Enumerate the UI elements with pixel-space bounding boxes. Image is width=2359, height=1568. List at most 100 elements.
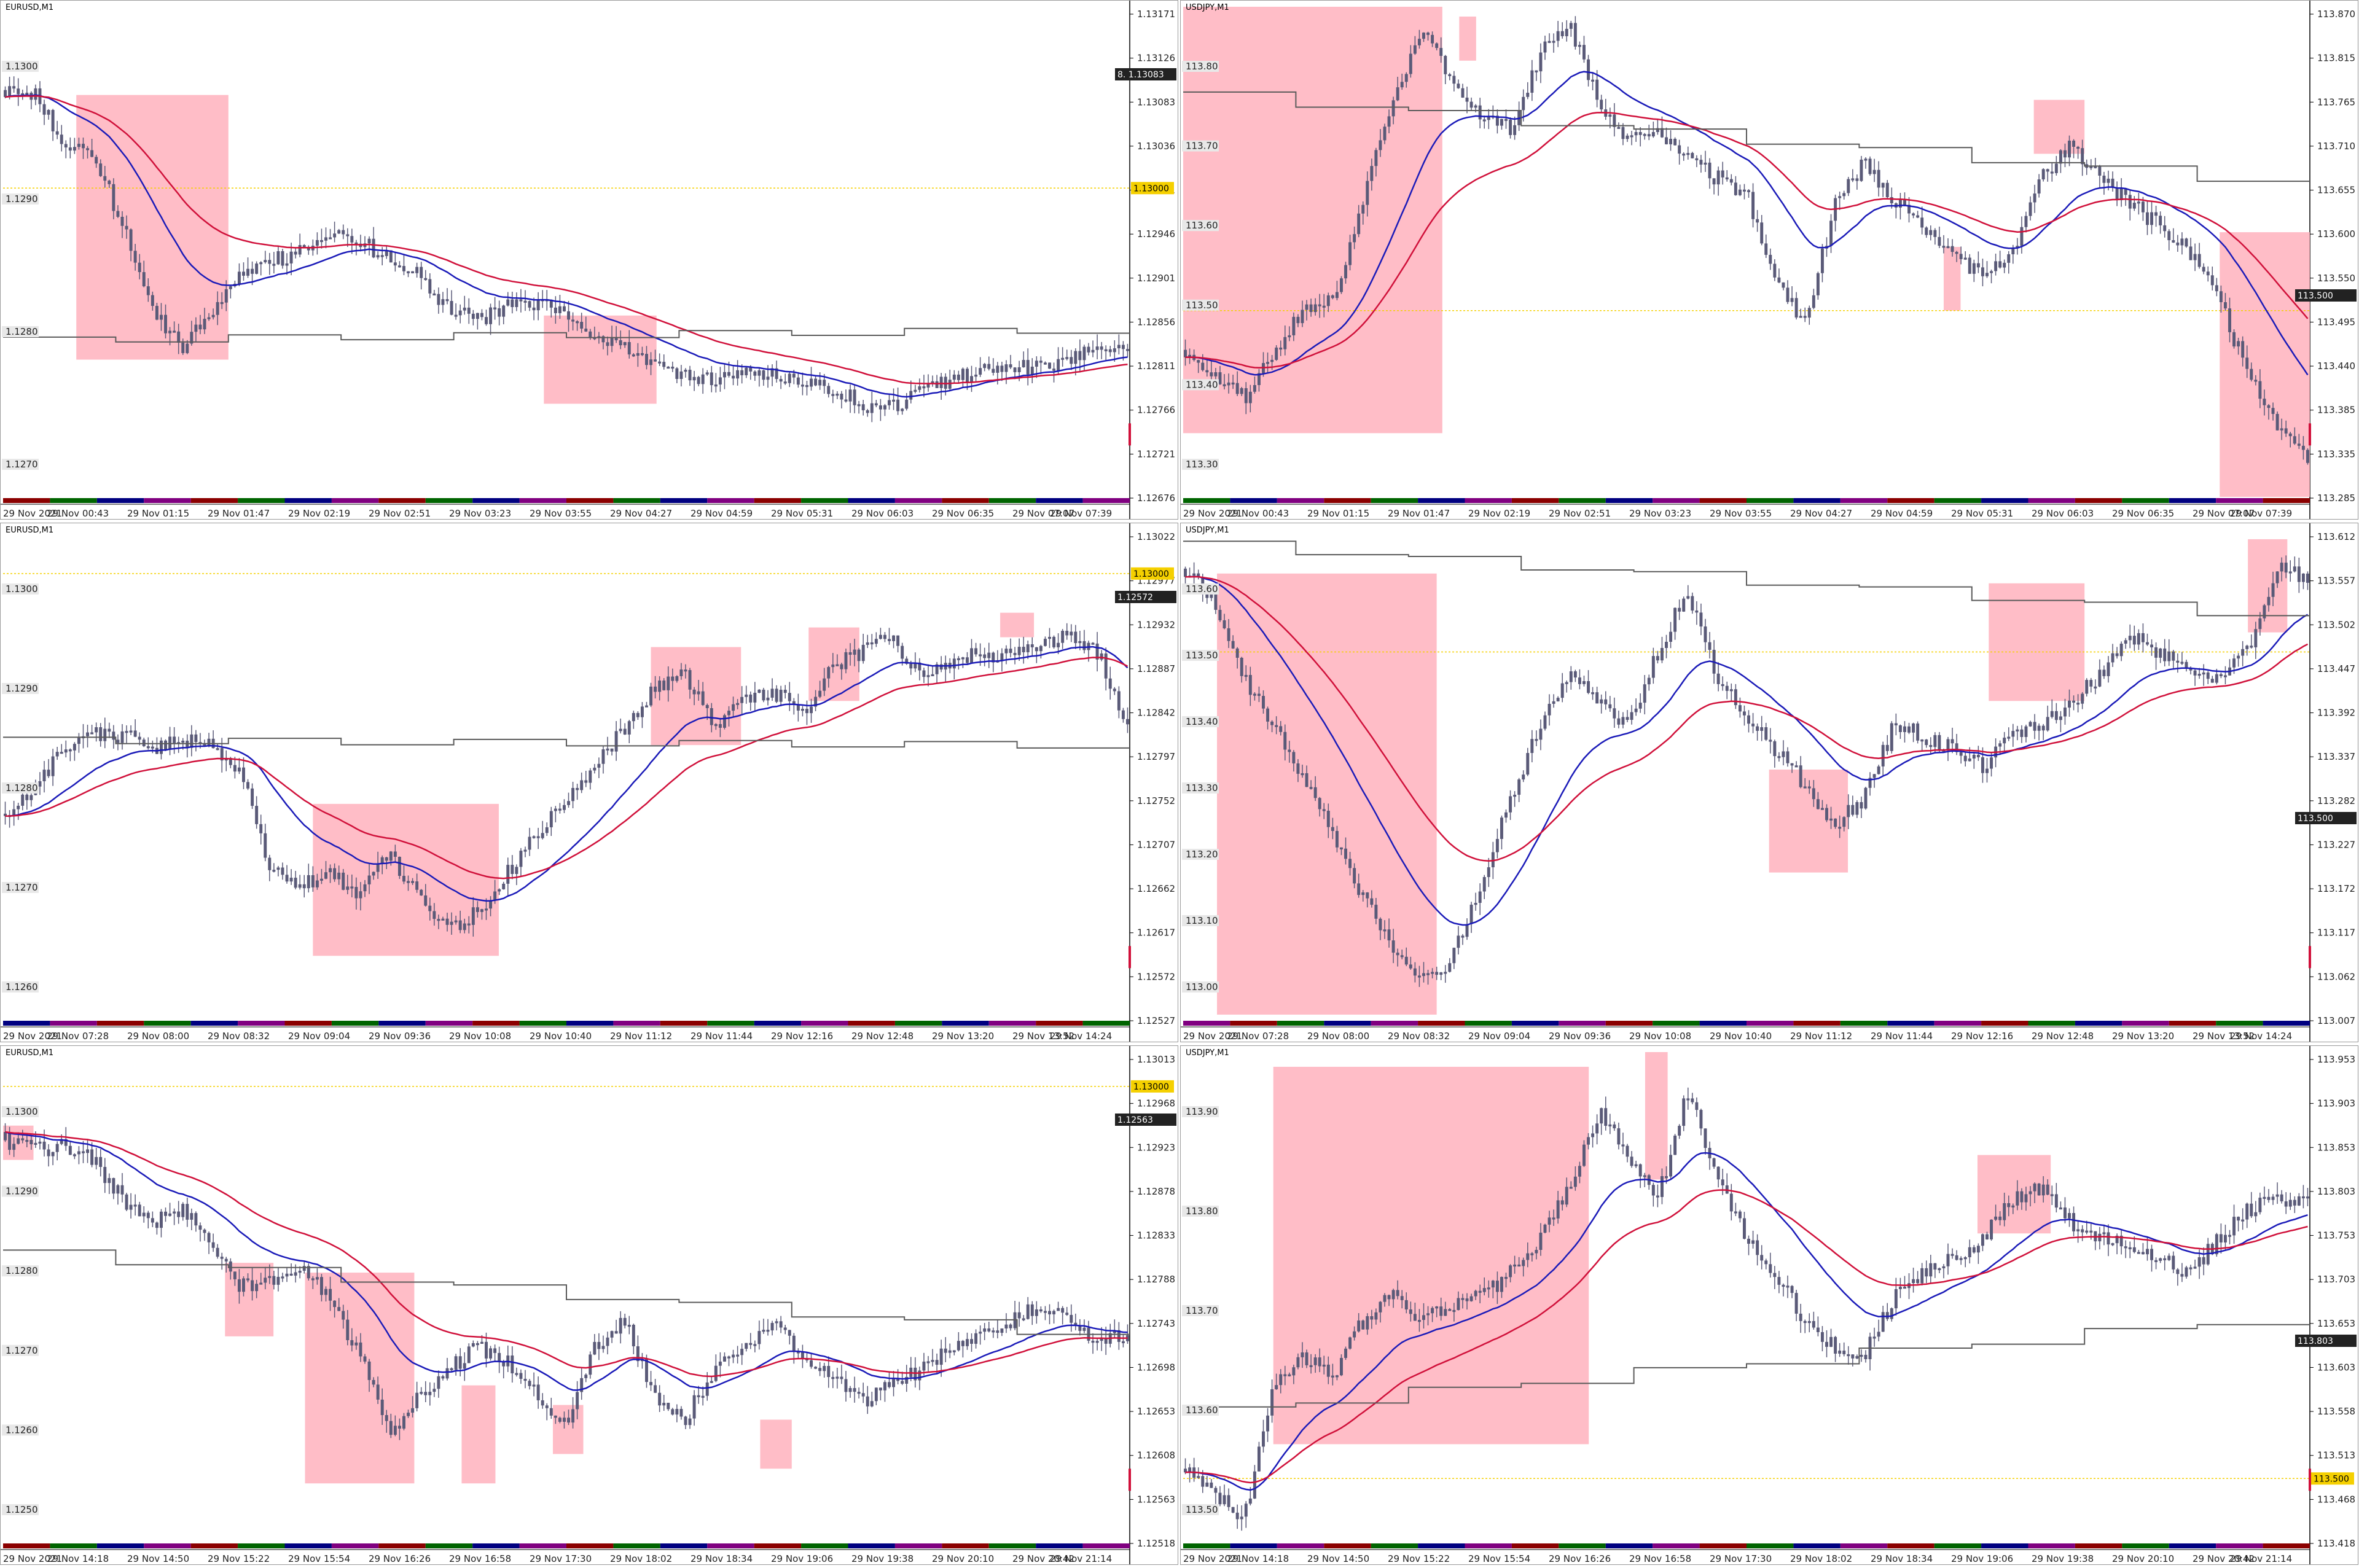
candle-body	[302, 1266, 306, 1271]
price-axis-label: 113.513	[2317, 1450, 2355, 1461]
candle-body	[545, 1405, 549, 1408]
session-strip	[425, 1021, 473, 1026]
candle-body	[848, 1388, 852, 1392]
candle-body	[1946, 739, 1950, 750]
candle-body	[623, 1317, 627, 1326]
candle-body	[68, 147, 72, 151]
price-axis-label: 1.12662	[1137, 883, 1175, 894]
candle-body	[961, 1341, 964, 1346]
candle-body	[2275, 571, 2279, 583]
candle-body	[1126, 719, 1129, 725]
candle-body	[892, 399, 896, 402]
time-axis-label: 29 Nov 02:51	[369, 508, 431, 519]
time-axis-label: 29 Nov 18:02	[610, 1553, 672, 1564]
candle-body	[173, 736, 176, 744]
candle-body	[827, 1366, 831, 1378]
candle-body	[974, 1333, 978, 1344]
candle-body	[1188, 1467, 1192, 1473]
candle-body	[1396, 87, 1399, 101]
candle-body	[1881, 1312, 1885, 1332]
time-axis-label: 29 Nov 11:12	[610, 1031, 672, 1042]
candle-body	[1074, 1322, 1078, 1326]
candle-body	[450, 301, 453, 315]
chart-canvas[interactable]: 1.131711.131261.130831.130361.129911.129…	[1, 1, 1178, 520]
candle-body	[485, 1341, 488, 1359]
candle-body	[237, 271, 241, 284]
candle-body	[1435, 43, 1439, 49]
chart-panel-p1[interactable]: 1.131711.131261.130831.130361.129911.129…	[0, 0, 1178, 520]
candle-body	[95, 727, 98, 733]
candle-body	[1361, 892, 1365, 895]
candle-body	[913, 662, 917, 669]
candle-body	[649, 359, 653, 365]
candle-body	[1938, 1268, 1941, 1271]
candle-body	[146, 1212, 150, 1219]
candle-body	[77, 144, 80, 147]
candle-body	[1279, 347, 1283, 350]
highlight-zone	[461, 1385, 496, 1484]
session-strip	[1747, 498, 1794, 503]
candle-body	[467, 307, 471, 314]
price-axis-label: 1.13083	[1137, 96, 1175, 107]
candle-body	[627, 1325, 631, 1327]
chart-panel-p5[interactable]: 1.13013 1.12968 1.12923 1.12878 1.12833 1.127…	[0, 1045, 1178, 1565]
session-strip	[1511, 1021, 1559, 1026]
candle-body	[1240, 388, 1243, 394]
candle-body	[2288, 433, 2292, 437]
chart-canvas[interactable]: 113.953113.903113.853113.803113.753113.7…	[1181, 1046, 2358, 1565]
chart-panel-p4[interactable]: 113.612 113.557 113.502 113.447 113.392 113.3…	[1180, 523, 2358, 1042]
candle-body	[779, 1321, 783, 1328]
candle-body	[498, 889, 501, 892]
candle-body	[2176, 1269, 2180, 1274]
candle-body	[1522, 1260, 1525, 1266]
chart-canvas[interactable]: 1.130131.129681.129231.128781.128331.127…	[1, 1046, 1178, 1565]
chart-panel-p6[interactable]: 113.953 113.903 113.853 113.803 113.753 113.7…	[1180, 1045, 2358, 1565]
session-strip	[519, 1021, 566, 1026]
candle-body	[584, 780, 588, 783]
time-axis-label: 29 Nov 15:22	[1388, 1553, 1450, 1564]
candle-body	[1348, 242, 1352, 265]
candle-body	[1556, 1200, 1560, 1219]
candle-body	[1595, 692, 1599, 704]
left-price-label: 113.10	[1186, 915, 1218, 926]
left-price-label: 1.1300	[6, 61, 38, 72]
time-axis-label: 29 Nov 16:26	[1549, 1553, 1611, 1564]
candle-body	[454, 920, 458, 922]
candle-body	[1283, 731, 1287, 750]
candle-body	[536, 836, 540, 838]
candle-body	[1248, 674, 1252, 695]
highlight-zone	[2033, 99, 2085, 154]
candle-body	[1539, 52, 1543, 72]
price-axis-label: 113.227	[2317, 839, 2355, 850]
time-axis-label: 29 Nov 03:23	[1629, 508, 1691, 519]
candle-body	[1860, 802, 1863, 809]
chart-panel-p2[interactable]: 113.870 113.815 113.765 113.710 113.655 113.6…	[1180, 0, 2358, 520]
candle-body	[120, 1185, 124, 1195]
candle-body	[1218, 609, 1222, 620]
candle-body	[1197, 360, 1200, 363]
chart-canvas[interactable]: 1.130221.129771.129321.128871.128421.127…	[1, 523, 1178, 1042]
time-axis-label: 29 Nov 08:32	[208, 1031, 270, 1042]
candle-body	[1613, 1124, 1616, 1129]
candle-body	[888, 639, 891, 641]
chart-panel-p3[interactable]: 1.13022 1.12977 1.12932 1.12887 1.12842 1.127…	[0, 523, 1178, 1042]
price-axis-label: 1.12563	[1137, 1494, 1175, 1505]
chart-canvas[interactable]: 113.612113.557113.502113.447113.392113.3…	[1181, 523, 2358, 1042]
candle-body	[1578, 45, 1581, 47]
candle-body	[1370, 898, 1374, 905]
candle-body	[1842, 1351, 1846, 1354]
session-strip	[707, 1021, 754, 1026]
candle-body	[1422, 973, 1425, 977]
candle-body	[1963, 1257, 1967, 1260]
candle-body	[2197, 254, 2201, 267]
candle-body	[732, 375, 735, 379]
candle-body	[1223, 384, 1226, 386]
session-strip	[2216, 1543, 2263, 1548]
candle-body	[736, 1354, 740, 1357]
session-strip	[190, 1021, 238, 1026]
chart-canvas[interactable]: 113.870113.815113.765113.710113.655113.6…	[1181, 1, 2358, 520]
candle-body	[623, 341, 627, 346]
candle-body	[2102, 175, 2106, 183]
price-axis-label: 1.12653	[1137, 1406, 1175, 1417]
moving-average-fast	[5, 657, 1129, 880]
